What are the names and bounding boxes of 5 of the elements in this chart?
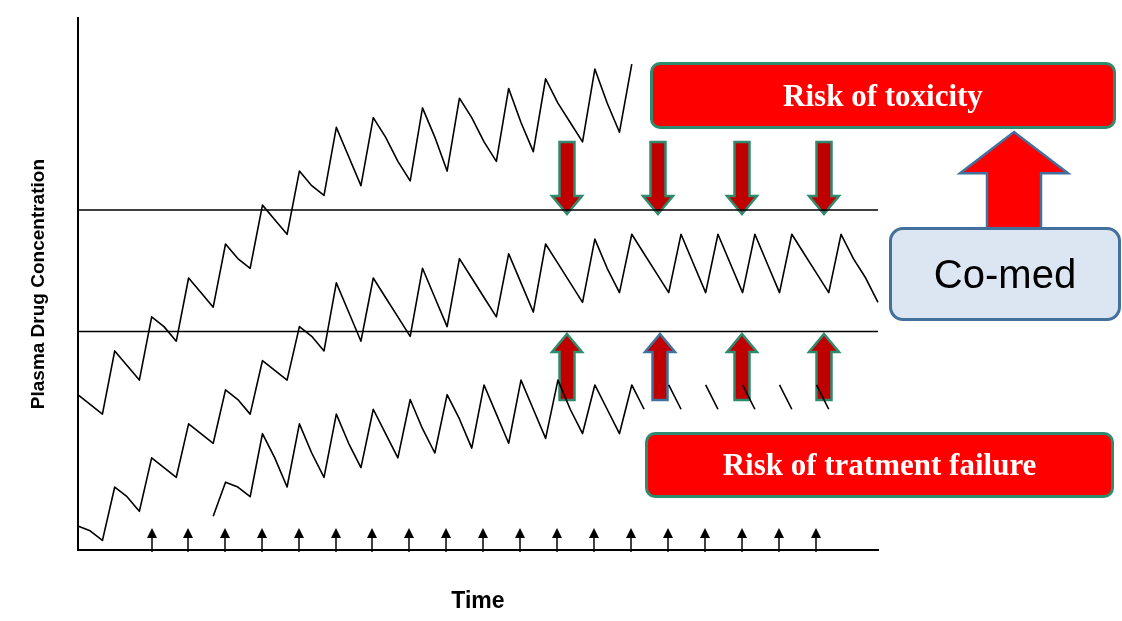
callout-box: Risk of toxicity [650, 62, 1116, 129]
x-axis-title: Time [451, 586, 505, 613]
y-axis-title: Plasma Drug Concentration [26, 158, 48, 410]
callout-box: Risk of tratment failure [645, 432, 1114, 498]
callout-box: Co-med [889, 227, 1121, 321]
